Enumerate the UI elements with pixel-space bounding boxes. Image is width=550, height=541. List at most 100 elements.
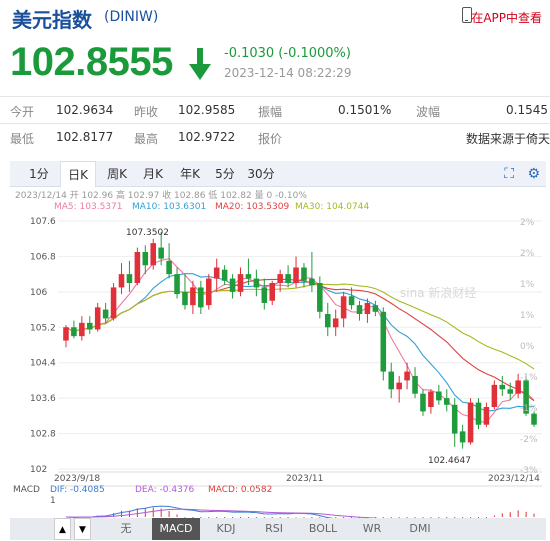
candle-body [190, 287, 196, 306]
candle-body [63, 327, 69, 341]
tab-30min[interactable]: 30分 [247, 167, 275, 181]
y-tick-label: 103.6 [30, 394, 56, 404]
candle-body [483, 407, 490, 425]
candle-body [507, 389, 514, 394]
tab-daily-k[interactable]: 日K [60, 161, 96, 188]
candle-body [86, 322, 93, 330]
ma5-label: MA5: 103.5371 [54, 202, 122, 212]
x-label-mid: 2023/11 [286, 474, 323, 484]
tab-yearly-k[interactable]: 年K [180, 167, 200, 181]
chart-tools: ⛶ ⚙ [504, 166, 540, 182]
candle-body [515, 380, 521, 394]
pct-tick-label: 1% [520, 280, 535, 290]
indicator-tab-dmi[interactable]: DMI [409, 522, 431, 535]
y-tick-label: 104.4 [30, 359, 56, 369]
candle-body [285, 274, 291, 283]
max-price-label: 107.3502 [126, 228, 169, 238]
ohlc-info: 2023/12/14 开 102.96 高 102.97 收 102.86 低 … [15, 189, 307, 201]
indicator-tab-macd[interactable]: MACD [152, 518, 200, 540]
ma30-label: MA30: 104.0744 [295, 202, 369, 212]
indicator-tab-rsi[interactable]: RSI [265, 522, 283, 535]
indicator-tab-kdj[interactable]: KDJ [216, 522, 236, 535]
tab-weekly-k[interactable]: 周K [107, 167, 127, 181]
candle-body [356, 305, 363, 314]
price-change: -0.1030 (-0.1000%) [224, 46, 351, 61]
candle-body [348, 296, 355, 306]
fullscreen-icon[interactable]: ⛶ [504, 166, 515, 182]
index-code: (DINIW) [104, 9, 159, 25]
candle-body [237, 274, 244, 292]
data-source: 数据来源于倚天 [466, 132, 550, 146]
phone-icon[interactable] [462, 7, 472, 23]
candle-body [229, 278, 236, 292]
candle-body [261, 287, 268, 303]
stat-label: 振幅 [258, 105, 283, 119]
candle-body [102, 309, 109, 319]
candle-body [459, 431, 466, 443]
candle-body [269, 283, 276, 301]
candle-body [174, 274, 180, 295]
candle-body [491, 384, 498, 407]
pct-tick-label: 2% [520, 249, 535, 259]
indicator-tab-none[interactable]: 无 [120, 522, 132, 535]
tab-monthly-k[interactable]: 月K [143, 167, 163, 181]
candle-body [451, 404, 458, 434]
dif-line [65, 505, 334, 518]
pct-tick-label: -2% [520, 435, 538, 445]
candle-body [245, 274, 252, 279]
ma5-line [65, 258, 535, 423]
candle-body [396, 382, 402, 390]
candle-body [158, 247, 164, 259]
y-tick-label: 107.6 [30, 217, 56, 227]
candle-body [134, 252, 141, 283]
tab-1min[interactable]: 1分 [29, 167, 49, 181]
candle-body [301, 267, 307, 281]
pct-tick-label: 2% [520, 218, 535, 228]
ma20-label: MA20: 103.5309 [215, 202, 289, 212]
ma30-line [65, 283, 535, 370]
candle-body [332, 318, 339, 328]
pct-tick-label: 1% [520, 311, 535, 321]
candle-body [436, 391, 442, 401]
indicator-tab-boll[interactable]: BOLL [308, 522, 338, 535]
min-price-label: 102.4647 [428, 456, 471, 466]
open-in-app-link[interactable]: 在APP中查看 [471, 11, 542, 25]
prev-icon[interactable]: ▲ [54, 518, 71, 540]
indicator-tab-wr[interactable]: WR [362, 522, 382, 535]
candle-body [253, 278, 260, 288]
stats-row: 最低 102.8177 最高 102.9722 报价 数据来源于倚天 [0, 123, 550, 150]
x-label-end: 2023/12/14 [488, 474, 540, 484]
macd-title: MACD [13, 485, 40, 495]
candle-body [221, 269, 228, 281]
stat-value: 102.8177 [56, 130, 114, 144]
x-label-start: 2023/9/18 [54, 474, 100, 484]
candle-body [293, 267, 299, 283]
candle-body [364, 302, 371, 314]
candle-body [94, 307, 101, 330]
candle-body [499, 384, 506, 390]
ma10-line [65, 273, 535, 412]
stats-table: 今开 102.9634 昨收 102.9585 振幅 0.1501% 波幅 0.… [0, 96, 550, 150]
candle-body [205, 278, 212, 306]
kline-svg[interactable]: 2023/12/14 开 102.96 高 102.97 收 102.86 低 … [10, 187, 546, 518]
candle-body [372, 305, 379, 312]
tab-5min[interactable]: 5分 [215, 167, 235, 181]
stat-label: 今开 [10, 105, 35, 119]
y-tick-label: 106 [30, 288, 47, 298]
stat-value: 0.1501% [338, 103, 392, 117]
candle-body [309, 278, 315, 286]
header: 美元指数 (DINIW) 在APP中查看 [0, 0, 550, 34]
stat-label: 波幅 [416, 105, 441, 119]
candle-body [388, 371, 395, 390]
y-tick-label: 102.8 [30, 430, 56, 440]
candle-body [118, 274, 125, 288]
candle-body [412, 376, 418, 394]
candle-body [182, 291, 188, 306]
stat-label: 最高 [134, 132, 159, 146]
settings-icon[interactable]: ⚙ [527, 166, 540, 182]
candle-body [71, 327, 77, 337]
stat-value: 102.9585 [178, 103, 236, 117]
candle-body [324, 314, 331, 328]
next-icon[interactable]: ▼ [74, 518, 91, 540]
candle-body [150, 243, 157, 266]
